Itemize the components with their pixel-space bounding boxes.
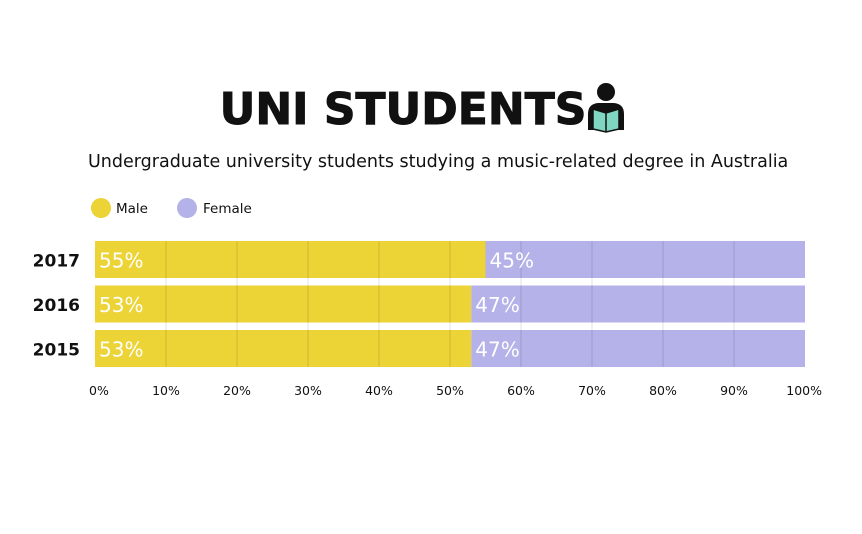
x-tick-label-9: 90% [720, 383, 748, 398]
x-axis-ticks: 0% 10% 20% 30% 40% 50% 60% 70% 80% 90% 100% [89, 383, 822, 398]
legend-swatch-female [177, 198, 197, 218]
bar-label-male-2017: 55% [99, 249, 143, 273]
bar-male-2016 [95, 285, 472, 323]
bars-group [95, 241, 805, 367]
x-tick-label-5: 50% [436, 383, 464, 398]
legend-label-female: Female [203, 201, 252, 217]
bar-label-female-2017: 45% [490, 249, 534, 273]
legend-label-male: Male [116, 201, 148, 217]
x-tick-label-3: 30% [294, 383, 322, 398]
x-tick-label-7: 70% [578, 383, 606, 398]
bar-female-2017 [485, 241, 805, 278]
x-tick-label-4: 40% [365, 383, 393, 398]
y-tick-label-2016: 2016 [33, 296, 80, 316]
x-tick-label-2: 20% [223, 383, 251, 398]
bar-label-male-2015: 53% [99, 338, 143, 362]
x-tick-label-1: 10% [152, 383, 180, 398]
y-tick-label-2015: 2015 [33, 341, 80, 361]
bar-labels-group: 55% 45% 53% 47% 53% 47% [99, 249, 534, 362]
x-tick-label-10: 100% [786, 383, 822, 398]
chart-subtitle: Undergraduate university students studyi… [88, 152, 788, 172]
bar-female-2016 [471, 285, 805, 323]
bar-male-2015 [95, 330, 472, 367]
bar-label-male-2016: 53% [99, 293, 143, 317]
grid-lines [165, 241, 735, 367]
bar-label-female-2016: 47% [475, 293, 519, 317]
bar-female-2015 [471, 330, 805, 367]
legend: Male Female [91, 198, 252, 218]
bar-male-2017 [95, 241, 486, 278]
legend-swatch-male [91, 198, 111, 218]
x-tick-label-0: 0% [89, 383, 109, 398]
x-tick-label-6: 60% [507, 383, 535, 398]
y-tick-label-2017: 2017 [33, 252, 80, 272]
bar-label-female-2015: 47% [475, 338, 519, 362]
x-tick-label-8: 80% [649, 383, 677, 398]
chart-title: UNI STUDENTS [220, 84, 587, 135]
reading-student-icon [588, 83, 624, 133]
y-axis-labels: 2017 2016 2015 [33, 252, 80, 361]
